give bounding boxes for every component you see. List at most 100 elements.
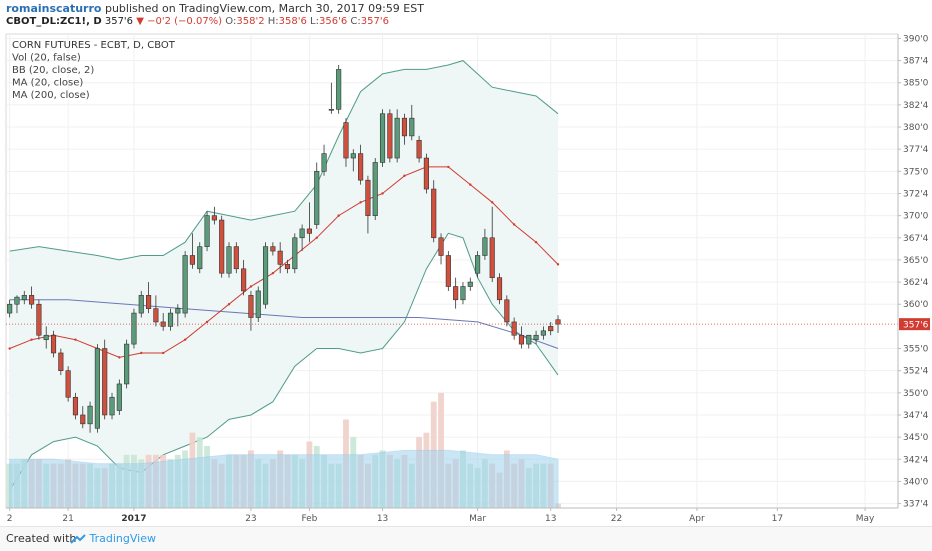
candle-body bbox=[219, 219, 225, 274]
time-tick-label: 21 bbox=[62, 514, 73, 524]
candle-body bbox=[29, 295, 35, 305]
candle-body bbox=[146, 295, 152, 309]
candle-body bbox=[387, 113, 393, 159]
last-price-tag bbox=[899, 318, 930, 331]
candle-body bbox=[306, 228, 312, 234]
candle-body bbox=[116, 383, 122, 411]
candle-body bbox=[255, 290, 261, 318]
ma20-point bbox=[447, 165, 450, 169]
bollinger-bands bbox=[9, 60, 559, 491]
price-tick-label: 360'0 bbox=[903, 300, 929, 310]
candle-body bbox=[167, 312, 174, 327]
candle-body bbox=[80, 414, 86, 425]
price-tick-label: 365'0 bbox=[903, 256, 929, 266]
candle-body bbox=[489, 237, 495, 278]
ma20-point bbox=[161, 351, 165, 355]
time-tick-label: 2 bbox=[7, 514, 13, 524]
candle-body bbox=[36, 303, 42, 336]
candle-body bbox=[540, 330, 546, 336]
bb-upper-line bbox=[9, 60, 559, 261]
price-tick-label: 380'0 bbox=[903, 123, 929, 133]
candle-body bbox=[124, 343, 130, 385]
price-tick-label: 345'0 bbox=[903, 433, 929, 443]
price-tick-label: 350'0 bbox=[903, 389, 929, 399]
candle-body bbox=[475, 255, 481, 274]
price-chart[interactable]: 357'6 390'0 387'4 385'0 382'4 380'0 377'4 375'… bbox=[0, 30, 932, 526]
legend-item: BB (20, close, 2) bbox=[12, 65, 94, 76]
candles bbox=[7, 65, 561, 433]
candle-body bbox=[292, 237, 298, 270]
time-tick-label: 13 bbox=[545, 514, 556, 524]
time-tick-label: 13 bbox=[377, 514, 388, 524]
price-tick-label: 385'0 bbox=[903, 79, 929, 89]
price-tick-label: 372'4 bbox=[903, 189, 929, 199]
candle-body bbox=[379, 113, 386, 163]
price-tick-label: 370'0 bbox=[903, 212, 929, 222]
close-value: 357'6 bbox=[360, 16, 389, 27]
time-tick-label: Apr bbox=[689, 514, 705, 524]
candle-body bbox=[211, 215, 217, 221]
price-tick-label: 382'4 bbox=[903, 101, 929, 111]
chart-legend: CORN FUTURES - ECBT, D, CBOT Vol (20, fal… bbox=[12, 40, 176, 101]
bb-lower-line bbox=[9, 232, 559, 491]
price-tick-label: 390'0 bbox=[903, 34, 929, 44]
ma20-point bbox=[315, 236, 318, 239]
candle-body bbox=[321, 153, 327, 172]
publisher-name[interactable]: romainscaturro bbox=[6, 2, 102, 15]
ma20-point bbox=[403, 174, 406, 177]
candle-body bbox=[241, 268, 247, 292]
candle-body bbox=[504, 299, 510, 323]
candle-body bbox=[153, 308, 159, 323]
price-tick-label: 342'4 bbox=[903, 455, 929, 465]
ma20-point bbox=[556, 263, 560, 266]
close-label: C: bbox=[350, 16, 361, 27]
candle-body bbox=[423, 157, 429, 190]
candle-body bbox=[358, 153, 364, 181]
candle-body bbox=[94, 348, 100, 429]
last-price-line: 357'6 bbox=[6, 318, 930, 331]
symbol-label: CBOT_DL:ZC1!, D bbox=[6, 16, 102, 27]
created-with-text: Created with bbox=[6, 532, 77, 545]
candle-body bbox=[401, 117, 408, 137]
price-tick-label: 377'4 bbox=[903, 145, 929, 155]
ma20-point bbox=[512, 223, 516, 226]
price-axis[interactable]: 390'0 387'4 385'0 382'4 380'0 377'4 375'0 372'4… bbox=[897, 34, 929, 510]
candle-body bbox=[482, 237, 488, 256]
candle-body bbox=[445, 255, 451, 287]
ma20-line bbox=[9, 166, 559, 358]
ohlc-readout: CBOT_DL:ZC1!, D 357'6 ▼ −0'2 (−0.07%) O:… bbox=[6, 16, 389, 27]
time-axis[interactable]: 2 21 2017 23 Feb 13 Mar 13 22 Apr 17 May bbox=[6, 507, 898, 524]
price-tick-label: 367'4 bbox=[903, 234, 929, 244]
ma20-point bbox=[271, 272, 275, 275]
cloud-icon bbox=[70, 534, 86, 544]
ma20-point bbox=[140, 351, 143, 355]
ma20-point bbox=[118, 356, 121, 359]
candle-body bbox=[14, 296, 20, 305]
chart-header: romainscaturro published on TradingView.… bbox=[0, 0, 932, 30]
time-tick-label: Feb bbox=[301, 514, 317, 524]
time-tick-label: 23 bbox=[245, 514, 256, 524]
candle-body bbox=[138, 295, 144, 314]
candle-body bbox=[526, 334, 532, 345]
ma20-point bbox=[249, 285, 253, 288]
price-tick-label: 340'0 bbox=[903, 477, 929, 487]
candle-body bbox=[431, 188, 437, 239]
ma20-point bbox=[469, 183, 472, 186]
time-tick-label: 22 bbox=[611, 514, 622, 524]
tradingview-logo[interactable]: TradingView bbox=[68, 532, 156, 545]
ma20-point bbox=[359, 201, 362, 204]
candle-body bbox=[284, 264, 291, 270]
candle-body bbox=[270, 246, 276, 252]
candle-body bbox=[50, 334, 57, 354]
candle-body bbox=[248, 295, 254, 318]
ma20-point bbox=[534, 241, 538, 244]
volume-bars bbox=[6, 392, 561, 509]
ma20-point bbox=[74, 338, 77, 341]
candle-body bbox=[233, 246, 239, 270]
price-tick-label: 387'4 bbox=[903, 57, 929, 67]
footer: Created with TradingView bbox=[0, 526, 932, 551]
candle-body bbox=[226, 246, 232, 274]
candle-body bbox=[7, 303, 13, 314]
ma20-point bbox=[337, 214, 340, 217]
candle-body bbox=[555, 319, 561, 325]
